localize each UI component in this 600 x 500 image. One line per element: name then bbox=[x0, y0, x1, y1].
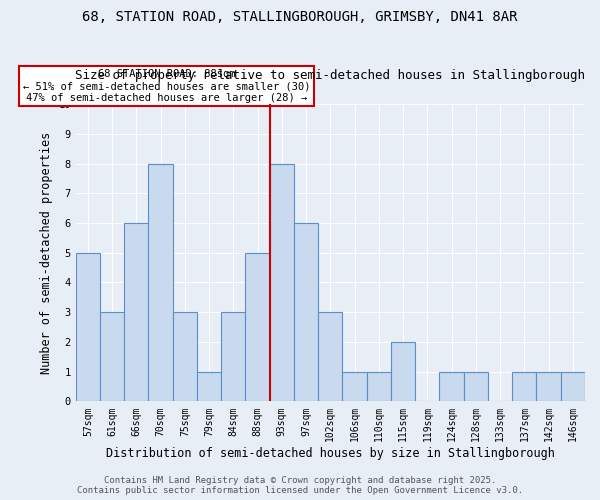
Text: 68, STATION ROAD, STALLINGBOROUGH, GRIMSBY, DN41 8AR: 68, STATION ROAD, STALLINGBOROUGH, GRIMS… bbox=[82, 10, 518, 24]
Bar bbox=[367, 372, 391, 402]
Bar bbox=[439, 372, 464, 402]
Bar bbox=[197, 372, 221, 402]
Bar bbox=[76, 252, 100, 402]
Bar bbox=[294, 223, 318, 402]
Bar bbox=[512, 372, 536, 402]
Bar bbox=[561, 372, 585, 402]
Bar bbox=[464, 372, 488, 402]
Bar bbox=[536, 372, 561, 402]
Bar bbox=[391, 342, 415, 402]
Bar bbox=[124, 223, 148, 402]
Bar bbox=[173, 312, 197, 402]
Y-axis label: Number of semi-detached properties: Number of semi-detached properties bbox=[40, 132, 53, 374]
Title: Size of property relative to semi-detached houses in Stallingborough: Size of property relative to semi-detach… bbox=[76, 69, 586, 82]
Bar bbox=[245, 252, 270, 402]
Text: 68 STATION ROAD: 88sqm
← 51% of semi-detached houses are smaller (30)
47% of sem: 68 STATION ROAD: 88sqm ← 51% of semi-det… bbox=[23, 70, 310, 102]
Bar bbox=[343, 372, 367, 402]
X-axis label: Distribution of semi-detached houses by size in Stallingborough: Distribution of semi-detached houses by … bbox=[106, 447, 555, 460]
Bar bbox=[100, 312, 124, 402]
Text: Contains HM Land Registry data © Crown copyright and database right 2025.
Contai: Contains HM Land Registry data © Crown c… bbox=[77, 476, 523, 495]
Bar bbox=[221, 312, 245, 402]
Bar bbox=[318, 312, 343, 402]
Bar bbox=[148, 164, 173, 402]
Bar bbox=[270, 164, 294, 402]
